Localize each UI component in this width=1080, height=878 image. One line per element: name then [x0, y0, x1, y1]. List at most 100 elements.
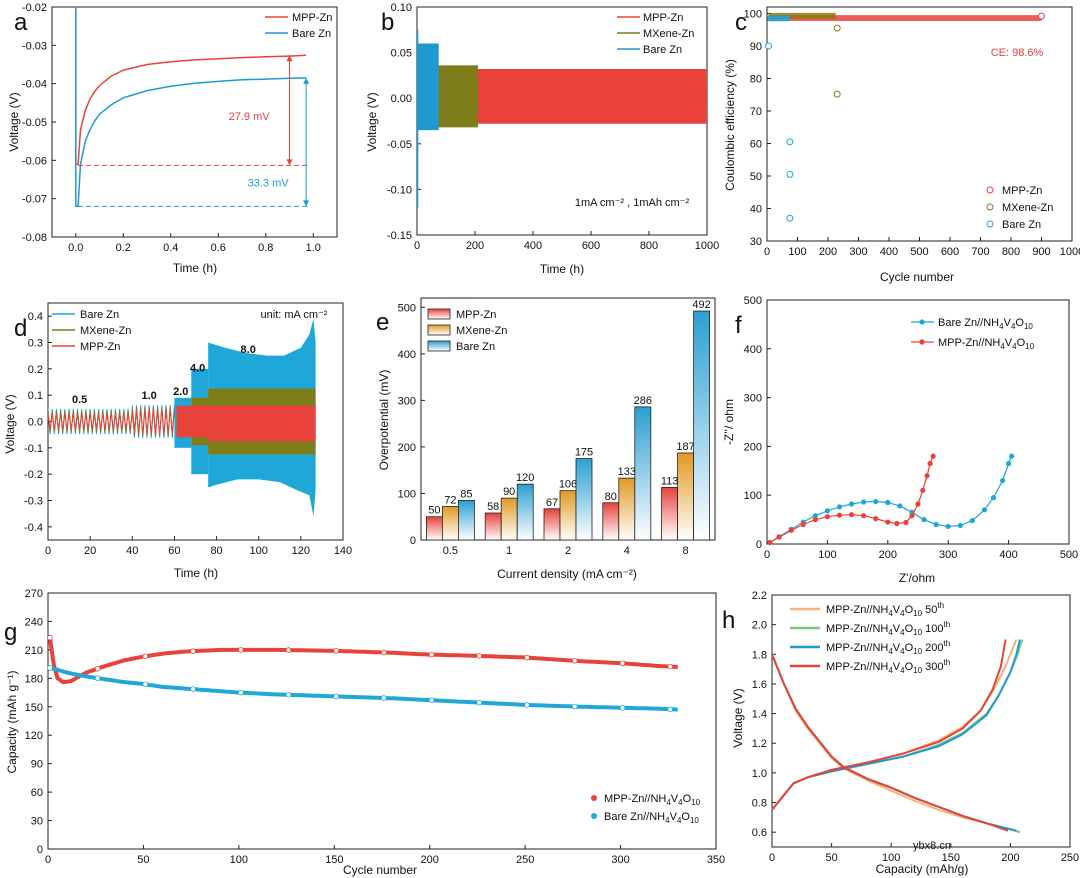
y-tick-label-b: 0.00	[391, 93, 412, 105]
data-point-g-0	[428, 651, 435, 658]
legend-label-f-1-part: 10	[1025, 342, 1034, 351]
data-point-f-1	[836, 512, 843, 518]
y-axis-label-d: Voltage (V)	[3, 394, 17, 453]
y-tick-label-g: 210	[25, 645, 43, 657]
y-axis-label-b: Voltage (V)	[365, 92, 379, 151]
data-point-f-0	[873, 498, 879, 505]
panel-label-f: f	[735, 312, 742, 339]
y-tick-label-g: 240	[25, 616, 43, 628]
data-point-g-1	[142, 681, 149, 688]
legend-label-f-1: MPP-Zn//NH4V4O10	[938, 337, 1035, 351]
x-tick-label-f: 0	[764, 549, 770, 561]
legend-label-h-3-part: V	[893, 661, 901, 673]
plot-frame-g	[47, 592, 717, 850]
y-tick-label-b: -0.05	[387, 139, 412, 151]
y-tick-label-a: -0.03	[22, 40, 47, 52]
y-tick-label-e: 100	[398, 488, 416, 500]
bar-value-label-e: 286	[634, 395, 652, 407]
legend-marker-c-0	[986, 186, 994, 194]
legend-label-d-2: MPP-Zn	[80, 341, 120, 353]
legend-swatch-e-1	[427, 324, 451, 336]
y-tick-label-h: 2.2	[752, 590, 767, 602]
bar-e-1	[500, 497, 518, 541]
x-tick-label-f: 400	[999, 549, 1017, 561]
data-point-f-0	[990, 495, 997, 501]
bar-value-label-e: 133	[618, 466, 636, 478]
y-tick-label-a: -0.04	[22, 79, 47, 91]
y-tick-label-b: -0.10	[387, 184, 412, 196]
series-line-g-0	[47, 637, 678, 685]
y-tick-label-e: 0	[410, 535, 416, 547]
bar-e-1	[677, 452, 694, 541]
arrow-head-a-2	[303, 77, 310, 84]
y-tick-label-a: -0.02	[22, 2, 47, 14]
data-point-f-0	[957, 522, 963, 529]
series-band-b-2	[417, 43, 439, 131]
legend-label-b-1: MXene-Zn	[643, 28, 694, 40]
x-tick-label-a: 0.6	[211, 242, 226, 254]
legend-label-g-0-part: O	[683, 793, 692, 805]
y-tick-label-f: 500	[744, 295, 762, 307]
rate-label-d-3: 4.0	[190, 362, 205, 374]
y-tick-label-c: 30	[750, 236, 762, 248]
y-tick-label-h: 2.0	[752, 620, 767, 632]
x-tick-label-a: 0.2	[116, 242, 131, 254]
rate-label-d-1: 1.0	[141, 390, 156, 402]
data-point-f-1	[824, 514, 831, 520]
data-point-f-0	[885, 499, 891, 506]
legend-label-h-1-part: th	[943, 620, 950, 629]
legend-label-c-0: MPP-Zn	[1002, 185, 1042, 197]
series-line-a-0	[75, 7, 307, 165]
legend-label-g-0-part: 4	[678, 798, 683, 807]
data-point-c-0	[1038, 12, 1045, 20]
panel-label-b: b	[381, 9, 394, 36]
x-tick-label-c: 100	[788, 246, 806, 258]
legend-label-h-2-part: 200	[922, 642, 943, 654]
x-tick-label-g: 100	[230, 854, 248, 866]
data-point-f-0	[999, 477, 1006, 484]
y-tick-label-h: 0.6	[752, 827, 767, 839]
legend-label-g-1-part: V	[670, 811, 678, 823]
legend-label-d-0: Bare Zn	[80, 309, 119, 321]
data-point-g-1	[333, 693, 339, 700]
x-tick-label-g: 300	[611, 854, 629, 866]
data-point-g-0	[381, 649, 387, 656]
y-tick-label-e: 500	[398, 302, 416, 314]
x-tick-label-e: 8	[683, 545, 689, 557]
data-point-g-1	[571, 703, 578, 710]
series-line-a-1	[75, 7, 307, 208]
rate-label-d-2: 2.0	[173, 386, 188, 398]
y-tick-label-f: 400	[744, 344, 762, 356]
y-tick-label-g: 150	[25, 702, 43, 714]
y-tick-label-d: 0.4	[28, 311, 43, 323]
legend-label-c-1: MXene-Zn	[1002, 202, 1053, 214]
legend-label-f-1-part: O	[1017, 337, 1026, 349]
x-tick-label-e: 4	[624, 545, 630, 557]
y-tick-label-h: 1.0	[752, 768, 767, 780]
y-tick-label-c: 60	[750, 139, 762, 151]
y-tick-label-a: -0.08	[22, 232, 47, 244]
series-line-g-1	[49, 665, 678, 712]
x-tick-label-d: 60	[168, 545, 180, 557]
legend-label-f-0-part: 10	[1024, 322, 1033, 331]
legend-marker-g-0	[591, 795, 597, 801]
data-point-g-0	[667, 663, 673, 670]
x-tick-label-c: 500	[910, 246, 928, 258]
data-point-g-1	[428, 697, 435, 704]
legend-label-f-1-part: 4	[1000, 342, 1005, 351]
y-tick-label-b: 0.10	[391, 2, 412, 14]
arrow-head-a-0	[286, 55, 293, 62]
y-tick-label-d: -0.2	[24, 469, 43, 481]
y-tick-label-g: 180	[25, 673, 43, 685]
bar-value-label-e: 187	[676, 441, 694, 453]
legend-swatch-e-0	[427, 308, 451, 320]
data-point-f-0	[945, 523, 951, 530]
arrow-head-a-1	[286, 159, 293, 166]
legend-label-h-3-part: 300	[922, 661, 943, 673]
bar-e-2	[516, 483, 534, 541]
y-tick-label-c: 80	[750, 74, 762, 86]
legend-label-d-1: MXene-Zn	[80, 325, 131, 337]
legend-label-h-1-part: 100	[922, 623, 943, 635]
data-point-g-1	[619, 704, 626, 711]
y-tick-label-d: 0.2	[28, 364, 43, 376]
